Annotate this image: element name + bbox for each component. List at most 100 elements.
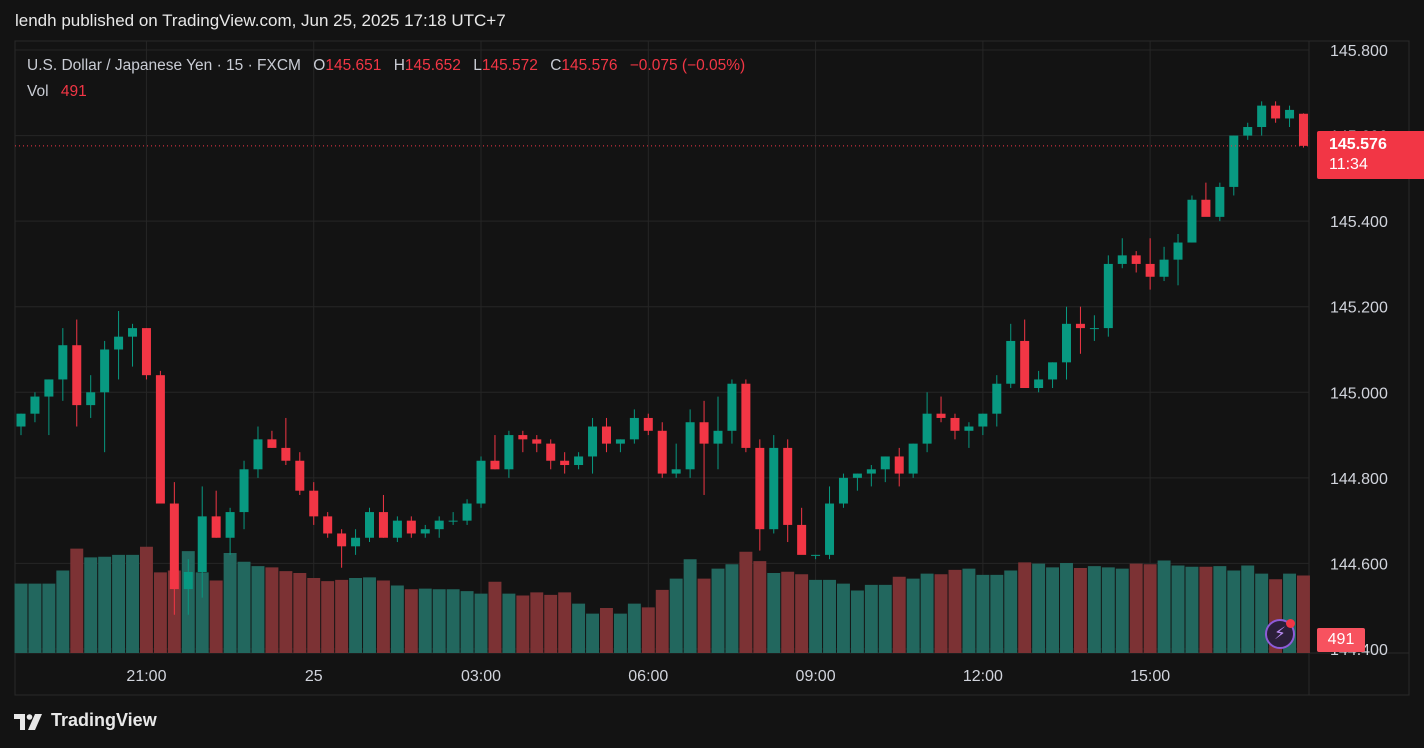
volume-bar <box>321 581 335 653</box>
candle-body <box>615 439 625 444</box>
candle-body <box>532 439 542 444</box>
volume-bar <box>781 571 795 653</box>
volume-bar <box>460 591 474 653</box>
legend-high-label: H <box>393 57 405 74</box>
volume-bar <box>892 576 906 653</box>
candle-body <box>155 375 165 504</box>
volume-bar <box>864 584 878 653</box>
candle-body <box>1048 362 1058 380</box>
candle-body <box>490 460 500 470</box>
candle-body <box>281 447 291 461</box>
volume-bar <box>683 559 697 653</box>
volume-bar <box>516 595 530 653</box>
candle-body <box>295 460 305 491</box>
volume-bar <box>1115 568 1129 653</box>
candle-body <box>894 456 904 474</box>
price-tick-label: 145.200 <box>1330 300 1388 317</box>
candle-body <box>504 435 514 470</box>
volume-bar <box>586 613 600 653</box>
candle-body <box>1285 109 1295 119</box>
volume-bar <box>823 579 836 653</box>
candle-body <box>783 447 793 525</box>
volume-bar <box>1129 563 1143 653</box>
time-tick-label: 06:00 <box>628 668 668 685</box>
candle-body <box>1173 242 1183 260</box>
legend-ohlc-row: U.S. Dollar / Japanese Yen · 15 · FXCM O… <box>27 53 745 79</box>
legend-low-value: 145.572 <box>481 57 538 74</box>
candle-body <box>1271 105 1281 119</box>
volume-bar <box>976 574 990 653</box>
volume-bar <box>70 548 84 653</box>
notification-dot <box>1286 619 1295 628</box>
volume-bar <box>56 570 70 653</box>
candle-body <box>825 503 835 555</box>
volume-bar <box>153 572 167 653</box>
candle-body <box>601 426 611 444</box>
volume-bar <box>795 574 809 653</box>
candle-body <box>546 443 556 461</box>
candle-body <box>1229 135 1239 187</box>
candle-body <box>852 473 862 478</box>
legend-low-label: L <box>473 57 482 74</box>
candle-body <box>936 413 946 418</box>
price-axis[interactable]: 145.800145.600145.400145.200145.000144.8… <box>1330 43 1388 659</box>
candle-body <box>351 537 361 547</box>
volume-bar <box>1018 562 1032 653</box>
candle-body <box>86 392 96 406</box>
candle-body <box>643 417 653 431</box>
candle-body <box>1103 263 1113 329</box>
candle-body <box>741 383 751 448</box>
candle-body <box>1034 379 1044 389</box>
candle-body <box>434 520 444 530</box>
volume-bar <box>1032 563 1046 653</box>
candle-body <box>797 524 807 555</box>
candle-body <box>72 345 82 406</box>
volume-bar <box>655 589 669 653</box>
volume-bar <box>1255 573 1269 653</box>
legend-close-value: 145.576 <box>561 57 618 74</box>
volume-bar <box>711 568 725 653</box>
candle-body <box>908 443 918 474</box>
legend-vol-value: 491 <box>60 83 87 100</box>
candle-body <box>1006 340 1016 384</box>
candle-body <box>1298 113 1308 146</box>
grid <box>15 41 1309 653</box>
tradingview-brand[interactable]: TradingView <box>14 710 157 731</box>
volume-bar <box>404 589 418 653</box>
candle-body <box>1117 255 1127 264</box>
volume-bar <box>139 546 153 653</box>
volume-bar <box>418 588 432 653</box>
volume-bar <box>1157 560 1171 653</box>
volume-bar <box>850 590 864 653</box>
candle-body <box>378 512 388 538</box>
last-price-tag: 145.576 11:34 <box>1317 131 1424 179</box>
legend-vol-label[interactable]: Vol <box>27 83 49 100</box>
candle-body <box>100 349 110 393</box>
volume-bar <box>307 578 321 653</box>
candle-body <box>838 477 848 504</box>
legend-change: −0.075 (−0.05%) <box>629 57 746 74</box>
legend: U.S. Dollar / Japanese Yen · 15 · FXCM O… <box>27 53 745 105</box>
candle-body <box>1257 105 1267 128</box>
time-tick-label: 12:00 <box>963 668 1003 685</box>
volume-bar <box>1073 568 1087 653</box>
candle-body <box>1187 199 1197 243</box>
volume-bar <box>613 613 627 653</box>
volume-bar <box>502 593 516 653</box>
volume-bar <box>237 561 251 653</box>
candle-body <box>964 426 974 431</box>
volume-bar <box>1171 565 1185 653</box>
volume-bar <box>195 572 209 653</box>
last-price-value: 145.576 <box>1329 136 1387 153</box>
time-axis[interactable]: 21:00 25 03:00 06:00 09:00 12:00 15:00 <box>126 668 1170 685</box>
volume-bar <box>265 567 279 653</box>
legend-symbol[interactable]: U.S. Dollar / Japanese Yen · 15 · FXCM <box>27 57 301 74</box>
candle-body <box>769 447 779 530</box>
volume-bar <box>223 553 237 653</box>
candle-body <box>866 469 876 474</box>
candle-body <box>309 490 319 517</box>
volume-bar <box>1101 567 1115 653</box>
volume-bar <box>544 594 558 653</box>
tradingview-logo-icon <box>14 713 42 730</box>
